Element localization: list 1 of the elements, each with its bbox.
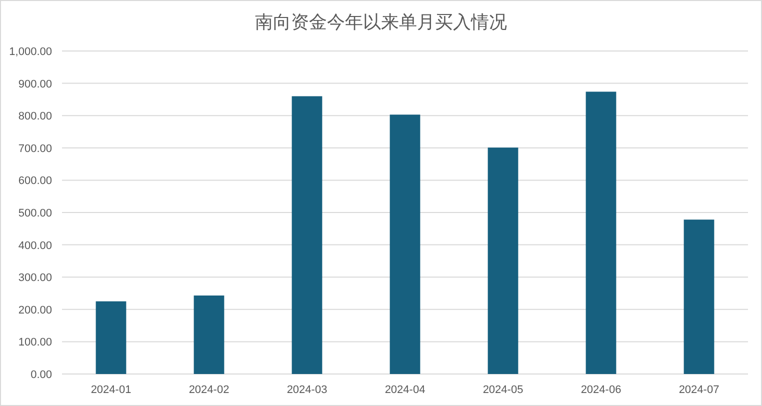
title: 南向资金今年以来单月买入情况 bbox=[255, 12, 507, 32]
